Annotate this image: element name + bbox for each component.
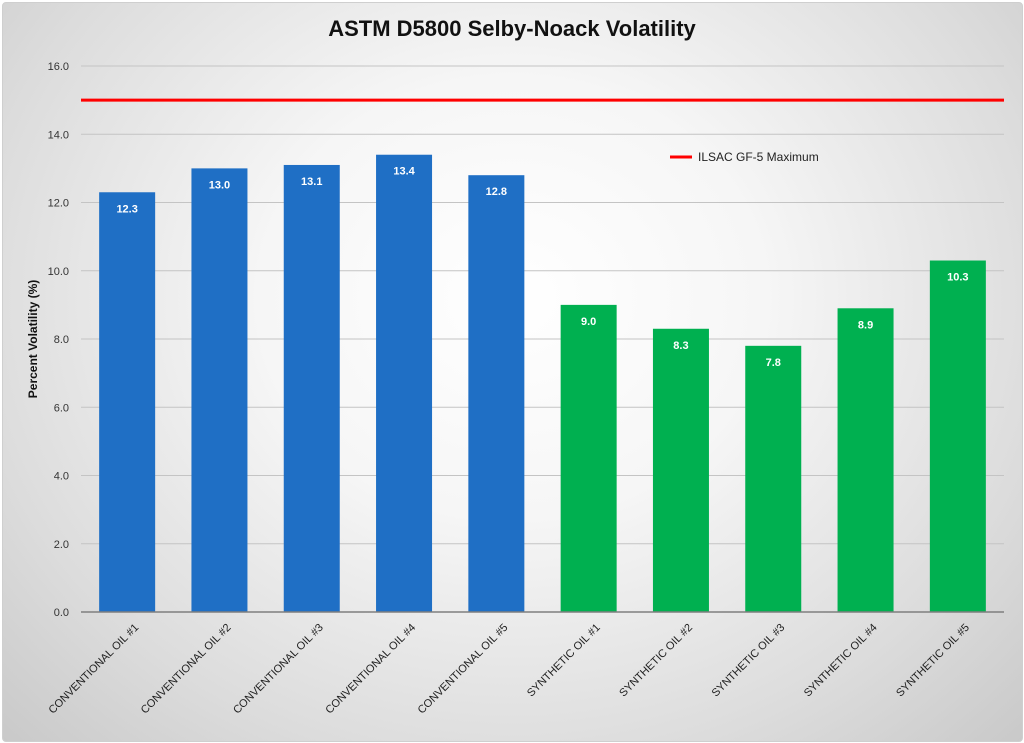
y-tick-label: 8.0: [54, 334, 69, 346]
data-label: 12.3: [116, 203, 137, 215]
bar: [745, 345, 802, 612]
legend: ILSAC GF-5 Maximum: [670, 150, 819, 164]
data-label: 13.0: [209, 179, 230, 191]
bar: [468, 175, 525, 612]
bars: [99, 154, 986, 612]
data-labels: 12.3 13.0 13.1 13.4 12.8 9.0 8.3 7.8 8.9 10.3: [116, 166, 968, 369]
bar: [376, 154, 433, 612]
y-axis-title: Percent Volatility (%): [26, 280, 40, 398]
x-category-label: CONVENTIONAL OIL #3: [231, 622, 326, 717]
bar: [652, 328, 709, 612]
data-label: 10.3: [947, 272, 968, 284]
y-tick-label: 12.0: [48, 198, 69, 210]
y-tick-label: 4.0: [54, 471, 69, 483]
data-label: 13.1: [301, 176, 322, 188]
x-category-label: CONVENTIONAL OIL #4: [323, 622, 418, 717]
x-category-label: SYNTHETIC OIL #2: [617, 622, 695, 700]
data-label: 13.4: [393, 166, 415, 178]
y-tick-label: 0.0: [54, 607, 69, 619]
data-label: 12.8: [486, 186, 507, 198]
bar: [560, 304, 617, 612]
y-tick-label: 10.0: [48, 266, 69, 278]
data-label: 8.9: [858, 319, 873, 331]
bar: [929, 260, 986, 612]
x-category-label: SYNTHETIC OIL #1: [525, 622, 603, 700]
x-category-label: SYNTHETIC OIL #5: [894, 622, 972, 700]
legend-label: ILSAC GF-5 Maximum: [698, 150, 819, 164]
data-label: 9.0: [581, 316, 596, 328]
y-tick-label: 6.0: [54, 402, 69, 414]
bar: [191, 168, 248, 612]
data-label: 8.3: [673, 340, 688, 352]
bar: [99, 192, 156, 612]
bar: [283, 164, 340, 612]
y-tick-label: 16.0: [48, 61, 69, 73]
x-category-label: CONVENTIONAL OIL #2: [139, 622, 234, 717]
x-category-label: CONVENTIONAL OIL #5: [416, 622, 511, 717]
y-axis-ticks: 0.0 2.0 4.0 6.0 8.0 10.0 12.0 14.0 16.0: [48, 61, 69, 619]
x-category-label: SYNTHETIC OIL #4: [802, 622, 880, 700]
chart-title: ASTM D5800 Selby-Noack Volatility: [328, 16, 696, 41]
x-category-label: CONVENTIONAL OIL #1: [46, 622, 141, 717]
y-tick-label: 14.0: [48, 129, 69, 141]
bar: [837, 308, 894, 612]
x-category-label: SYNTHETIC OIL #3: [710, 622, 788, 700]
data-label: 7.8: [766, 357, 781, 369]
y-tick-label: 2.0: [54, 539, 69, 551]
